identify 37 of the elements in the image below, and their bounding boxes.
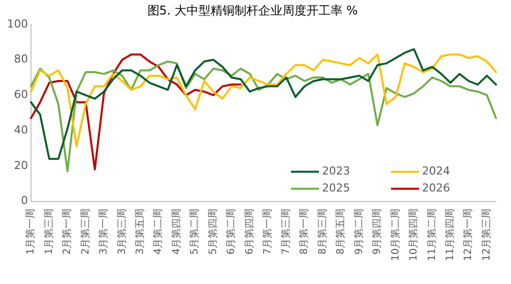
y-tick-label: 20 — [14, 158, 28, 172]
legend-label: 2023 — [322, 164, 350, 178]
y-tick-label: 100 — [6, 17, 28, 30]
x-tick-label: 10月第二周 — [389, 208, 402, 262]
x-tick-label: 7月第一周 — [262, 208, 274, 255]
x-tick-label: 5月第四周 — [206, 208, 219, 255]
x-tick-label: 12月第一周 — [462, 208, 474, 262]
x-tick-label: 11月第二周 — [426, 208, 438, 262]
y-tick-label: 40 — [14, 123, 28, 136]
x-tick-label: 10月第四周 — [408, 208, 420, 262]
y-tick-label: 60 — [14, 88, 28, 102]
x-tick-label: 8月第五周 — [334, 208, 347, 255]
y-tick-label: 80 — [14, 52, 28, 66]
x-tick-label: 11月第四周 — [444, 208, 456, 262]
legend-label: 2026 — [422, 182, 450, 195]
x-tick-label: 2月第三周 — [79, 208, 92, 255]
x-tick-label: 12月第三周 — [480, 208, 492, 262]
x-tick-label: 8月第一周 — [298, 208, 310, 255]
y-tick-label: 0 — [20, 194, 28, 208]
legend-label: 2025 — [322, 182, 350, 195]
x-tick-label: 4月第二周 — [152, 208, 164, 255]
x-tick-label: 3月第一周 — [98, 208, 110, 255]
x-tick-label: 2月第一周 — [61, 208, 74, 255]
x-tick-label: 9月第四周 — [371, 208, 384, 255]
x-tick-label: 8月第三周 — [316, 208, 328, 255]
chart-title: 图5. 大中型精铜制杆企业周度开工率 % — [147, 3, 358, 18]
x-tick-label: 3月第五周 — [134, 208, 146, 255]
x-tick-label: 1月第三周 — [42, 208, 55, 255]
x-tick-label: 3月第三周 — [116, 208, 128, 255]
legend-label: 2024 — [422, 164, 450, 178]
x-tick-label: 5月第二周 — [188, 208, 201, 255]
x-tick-label: 6月第四周 — [243, 208, 256, 255]
x-tick-label: 6月第二周 — [225, 208, 238, 255]
x-tick-label: 1月第一周 — [24, 208, 37, 255]
x-tick-label: 9月第二周 — [352, 208, 365, 255]
x-tick-label: 7月第三周 — [280, 208, 292, 255]
x-tick-label: 4月第四周 — [170, 208, 182, 255]
